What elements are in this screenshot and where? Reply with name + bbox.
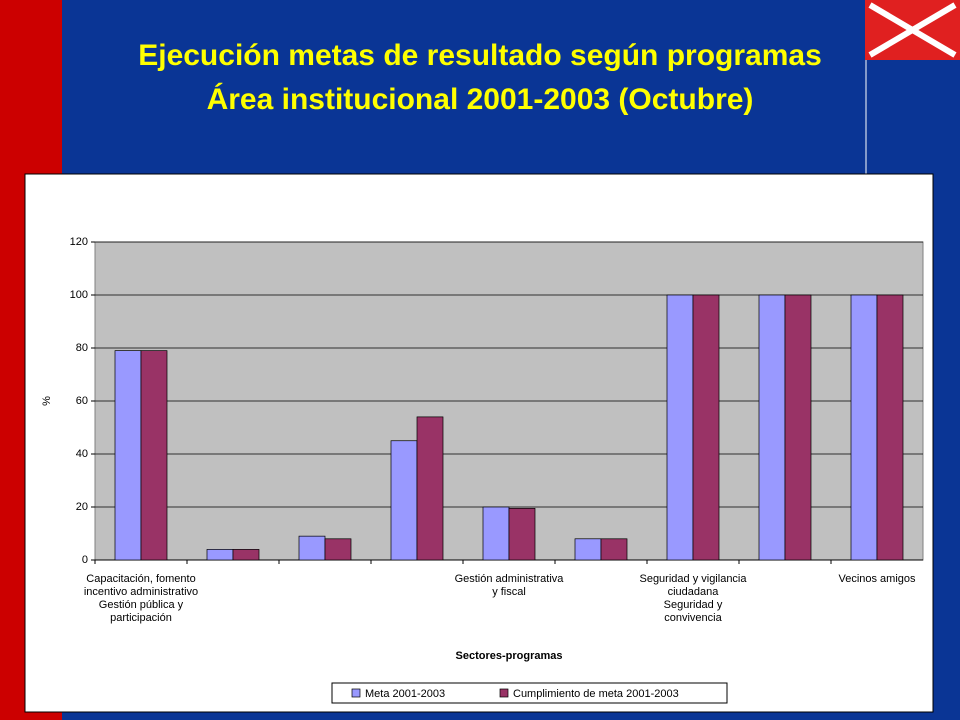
x-tick-label: Capacitación, fomento incentivo administ… <box>83 573 199 624</box>
bar <box>758 294 786 561</box>
bar <box>114 350 142 561</box>
bar <box>876 294 904 561</box>
y-tick-label: 100 <box>70 289 88 301</box>
title: Ejecución metas de resultado según progr… <box>138 39 822 72</box>
legend-swatch <box>499 688 509 698</box>
bar <box>298 535 326 561</box>
bar <box>206 549 234 561</box>
x-axis-label: Sectores-programas <box>456 650 563 662</box>
bar <box>390 440 418 561</box>
bar <box>784 294 812 561</box>
title: Área institucional 2001-2003 (Octubre) <box>207 82 754 116</box>
bar <box>666 294 694 561</box>
y-tick-label: 40 <box>76 448 88 460</box>
bar <box>574 538 602 561</box>
legend-label: Meta 2001-2003 <box>365 688 445 700</box>
legend-swatch <box>351 688 361 698</box>
x-tick-label: Gestión administrativa y fiscal <box>454 573 564 598</box>
y-tick-label: 60 <box>76 395 88 407</box>
bar <box>324 538 352 561</box>
bar <box>232 549 260 561</box>
y-axis-label: % <box>41 396 53 406</box>
logo-mark <box>868 2 957 58</box>
legend <box>331 682 728 704</box>
x-tick-label: Seguridad y vigilancia ciudadana Segurid… <box>639 573 747 624</box>
bar <box>600 538 628 561</box>
y-tick-label: 20 <box>76 501 88 513</box>
y-tick-label: 80 <box>76 342 88 354</box>
legend-label: Cumplimiento de meta 2001-2003 <box>513 688 679 700</box>
x-tick-label: Vecinos amigos <box>838 573 916 585</box>
y-tick-label: 0 <box>82 554 88 566</box>
bar <box>482 506 510 561</box>
bar <box>140 350 168 561</box>
bar <box>850 294 878 561</box>
bar <box>416 416 444 561</box>
y-tick-label: 120 <box>70 236 88 248</box>
bar <box>692 294 720 561</box>
bar <box>508 507 536 561</box>
